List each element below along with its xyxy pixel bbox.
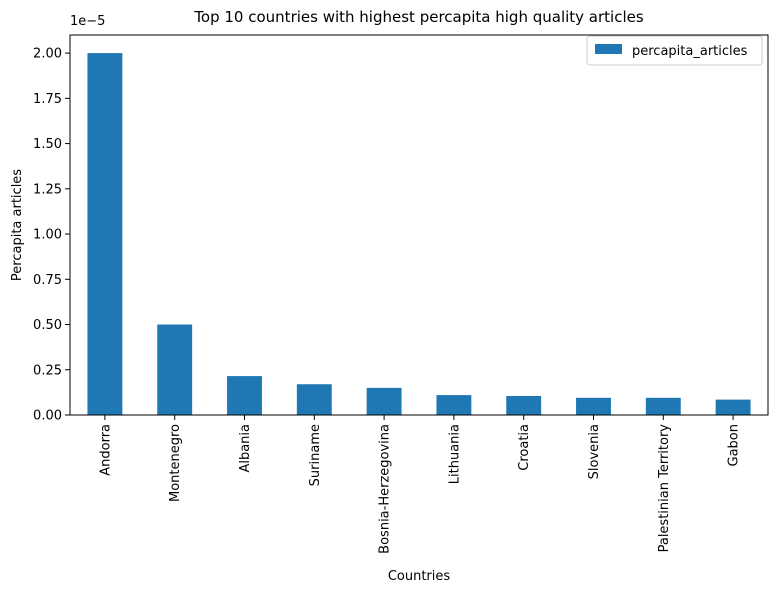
x-tick-label: Slovenia xyxy=(587,424,602,479)
y-tick-label: 1.50 xyxy=(33,137,62,152)
bar-andorra xyxy=(87,53,123,415)
y-tick-label: 0.50 xyxy=(33,318,62,333)
chart-title: Top 10 countries with highest percapita … xyxy=(193,8,644,26)
bar-slovenia xyxy=(576,397,611,415)
x-tick-label: Croatia xyxy=(517,424,532,471)
axes-frame xyxy=(69,34,769,416)
y-tick-label: 1.25 xyxy=(33,182,62,197)
legend-label: percapita_articles xyxy=(632,44,748,59)
y-tick-label: 0.25 xyxy=(33,363,62,378)
legend-box xyxy=(586,35,763,66)
x-tick-label: Montenegro xyxy=(168,424,183,502)
bar-series xyxy=(87,53,751,415)
bar-montenegro xyxy=(157,324,193,415)
x-axis-ticks: Andorra Montenegro Albania Suriname Bosnia-H… xyxy=(98,415,742,554)
legend-swatch xyxy=(595,44,622,54)
x-tick-label: Palestinian Territory xyxy=(657,424,672,553)
x-tick-label: Suriname xyxy=(308,424,323,486)
x-tick-label: Andorra xyxy=(98,424,113,476)
y-axis-ticks: 0.00 0.25 0.50 0.75 1.00 1.25 1.50 1.75 2.00 xyxy=(33,47,70,424)
x-tick-label: Albania xyxy=(238,424,253,473)
y-tick-label: 2.00 xyxy=(33,47,62,62)
y-tick-label: 1.75 xyxy=(33,92,62,107)
y-tick-label: 1.00 xyxy=(33,228,62,243)
bar-lithuania xyxy=(436,395,472,415)
y-tick-label: 0.00 xyxy=(33,409,62,424)
y-axis-label: Percapita articles xyxy=(10,169,25,281)
x-tick-label: Gabon xyxy=(727,424,742,467)
x-tick-label: Lithuania xyxy=(447,424,462,484)
bar-suriname xyxy=(296,384,332,415)
bar-palestinian-territory xyxy=(645,397,681,415)
y-axis-offset-label: 1e−5 xyxy=(70,14,105,29)
legend: percapita_articles xyxy=(586,35,763,66)
x-axis-label: Countries xyxy=(388,569,451,584)
y-tick-label: 0.75 xyxy=(33,273,62,288)
bar-albania xyxy=(227,376,262,415)
bar-bosnia-herzegovina xyxy=(366,387,402,415)
bar-croatia xyxy=(506,396,542,415)
x-tick-label: Bosnia-Herzegovina xyxy=(378,424,393,554)
bar-gabon xyxy=(715,399,751,415)
